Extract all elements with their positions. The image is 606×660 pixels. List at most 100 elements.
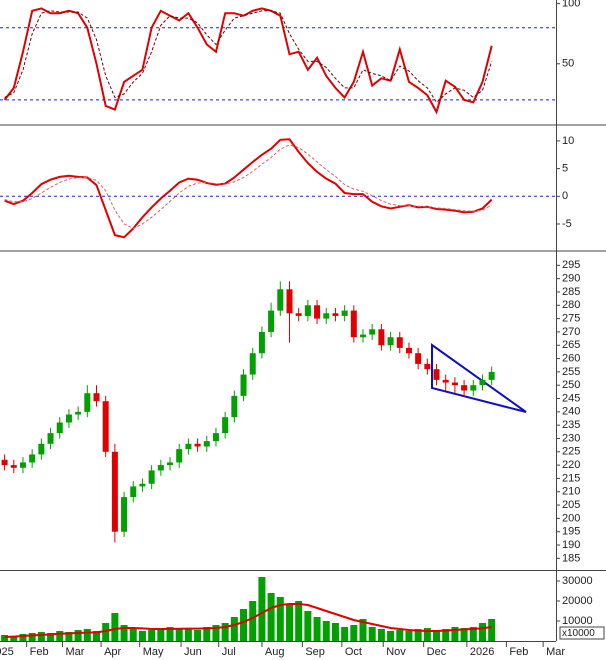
volume-bar — [488, 619, 496, 641]
volume-bar — [442, 629, 450, 641]
volume-bar — [129, 629, 137, 641]
volume-bar — [111, 613, 119, 641]
y-tick-label: 220 — [562, 459, 580, 471]
volume-bar — [166, 627, 174, 641]
volume-bar — [405, 631, 413, 641]
x-tick-label: Feb — [30, 646, 49, 658]
candle-body — [277, 289, 284, 311]
y-tick-label: 20000 — [562, 595, 593, 607]
volume-bar — [10, 636, 18, 641]
y-tick-label: 240 — [562, 406, 580, 418]
candle-body — [176, 449, 183, 463]
volume-bar — [433, 631, 441, 641]
candle-body — [65, 414, 72, 423]
volume-bar — [221, 623, 229, 641]
candle-body — [84, 393, 91, 412]
volume-bar — [56, 631, 64, 641]
moving-average — [4, 603, 492, 638]
x-tick-label: Feb — [509, 646, 528, 658]
candle-body — [56, 422, 63, 434]
x-tick-label: 2026 — [470, 646, 494, 658]
candle-body — [212, 433, 219, 442]
candle-body — [130, 486, 137, 498]
candle-body — [479, 379, 486, 386]
volume-bar — [120, 625, 128, 641]
volume-bar — [203, 627, 211, 641]
candle-body — [1, 459, 8, 466]
volume-bar — [460, 628, 468, 641]
y-tick-label: 215 — [562, 472, 580, 484]
candle-body — [102, 401, 109, 452]
candle-body — [350, 310, 357, 338]
x-tick-label: Jul — [222, 646, 236, 658]
candle-body — [332, 313, 339, 316]
volume-bar — [387, 631, 395, 641]
candle-body — [442, 379, 449, 383]
y-tick-label: 10000 — [562, 615, 593, 627]
x-tick-label: Sep — [305, 646, 325, 658]
volume-bar — [212, 625, 220, 641]
y-tick-label: 100 — [562, 0, 580, 10]
candle-body — [139, 483, 146, 487]
volume-bar — [1, 635, 9, 641]
candle-body — [167, 462, 174, 466]
volume-bar — [322, 621, 330, 641]
candle-body — [240, 374, 247, 396]
volume-bar — [249, 601, 257, 641]
candle-body — [47, 433, 54, 444]
x-tick-label: Jun — [184, 646, 202, 658]
candle-body — [314, 305, 321, 319]
volume-bar — [469, 627, 477, 641]
candle-body — [304, 305, 311, 316]
candle-body — [378, 329, 385, 346]
unit-box — [559, 626, 605, 640]
volume-bar — [157, 629, 165, 641]
triangle-pattern — [431, 343, 527, 413]
y-tick-label: 210 — [562, 486, 580, 498]
candle-body — [121, 497, 128, 532]
x-tick-label: 2025 — [0, 646, 14, 658]
y-tick-label: 5 — [562, 163, 568, 175]
y-tick-label: 270 — [562, 326, 580, 338]
volume-bar — [276, 597, 284, 641]
y-tick-label: 290 — [562, 273, 580, 285]
volume-unit: x10000 — [562, 628, 595, 639]
volume-bar — [414, 629, 422, 641]
volume-bar — [175, 628, 183, 641]
volume-bar — [92, 631, 100, 641]
x-tick-label: Dec — [427, 646, 447, 658]
candle-body — [360, 334, 367, 338]
candle-body — [286, 289, 293, 314]
candle-body — [148, 470, 155, 484]
candle-body — [341, 310, 348, 316]
volume-bar — [74, 630, 82, 641]
volume-bar — [83, 629, 91, 641]
y-tick-label: 195 — [562, 526, 580, 538]
candle-body — [194, 443, 201, 447]
volume-bar — [138, 631, 146, 641]
x-tick-label: Mar — [65, 646, 84, 658]
volume-bar — [47, 633, 55, 641]
volume-bar — [230, 617, 238, 641]
line — [4, 138, 493, 239]
volume-bar — [19, 634, 27, 641]
x-tick-label: Aug — [265, 646, 285, 658]
volume-bar — [368, 627, 376, 641]
candle-body — [38, 443, 45, 455]
x-tick-label: Mar — [546, 646, 565, 658]
y-tick-label: 225 — [562, 446, 580, 458]
y-tick-label: 230 — [562, 432, 580, 444]
candle-body — [415, 353, 422, 364]
x-tick-label: Apr — [104, 646, 121, 658]
candle-body — [258, 331, 265, 354]
volume-bar — [240, 609, 248, 641]
volume-bar — [350, 625, 358, 641]
volume-bar — [148, 630, 156, 641]
y-tick-label: 250 — [562, 379, 580, 391]
volume-bar — [478, 623, 486, 641]
line — [3, 7, 493, 115]
candle-body — [10, 465, 17, 468]
volume-bar — [184, 629, 192, 641]
volume-bar — [28, 633, 36, 641]
